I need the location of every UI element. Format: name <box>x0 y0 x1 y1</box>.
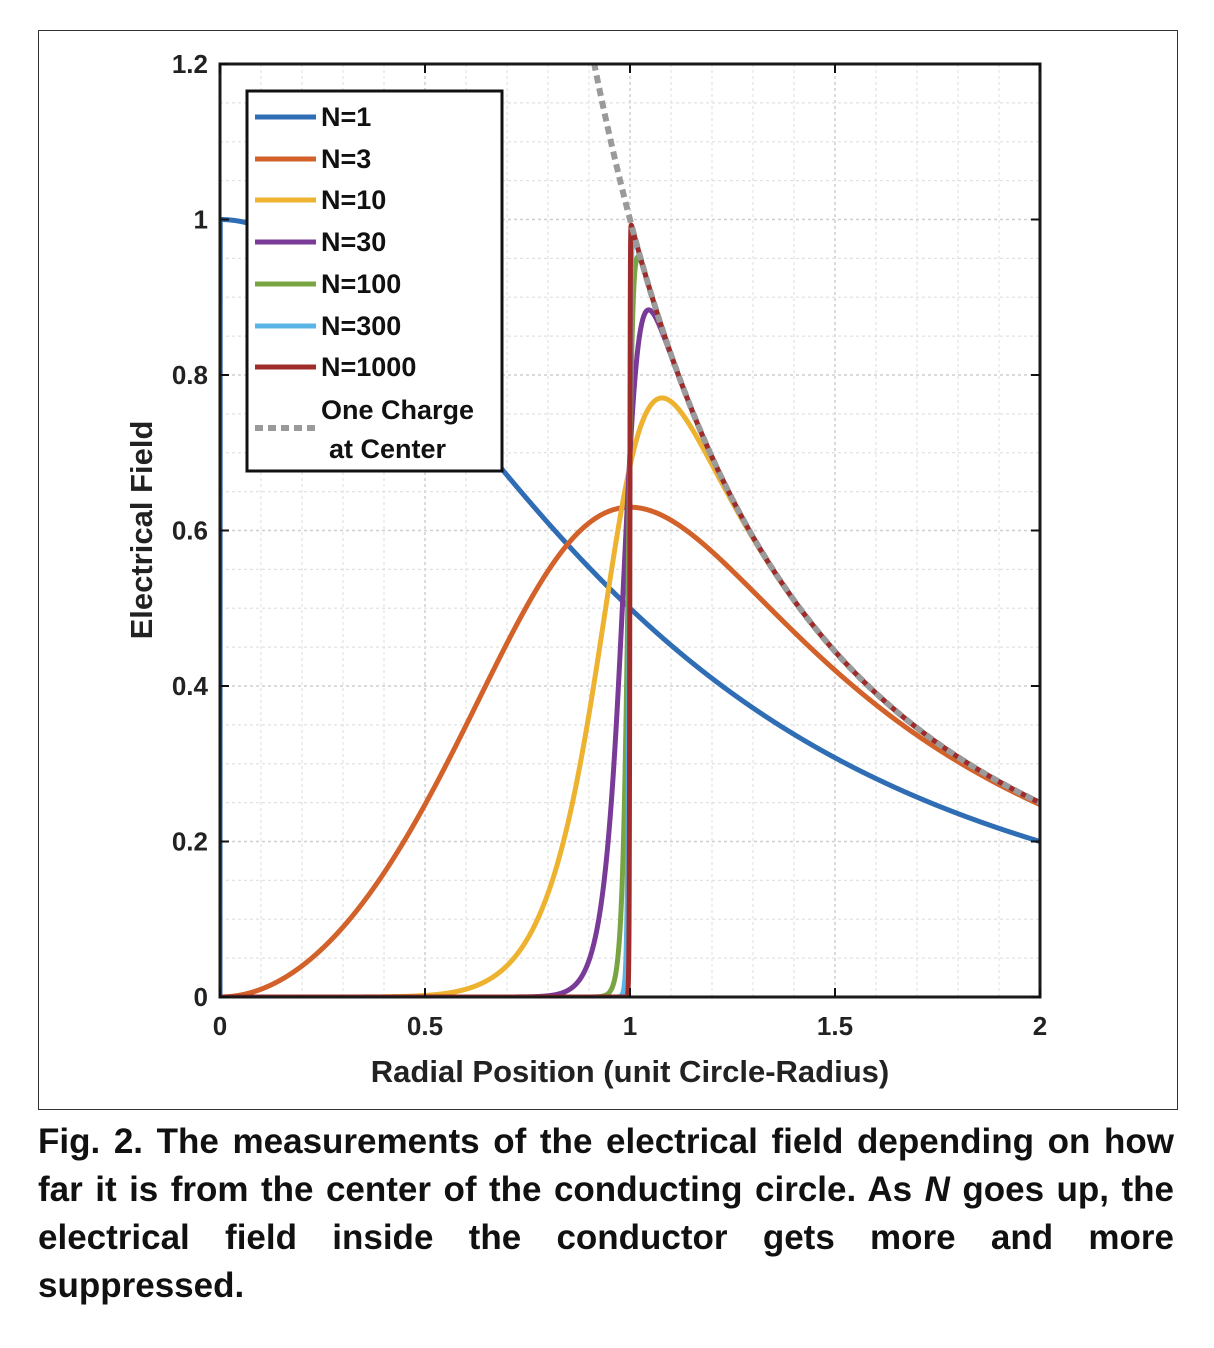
caption-text-start: Fig. 2. The measurements of the electric… <box>38 1122 1174 1209</box>
y-tick-label: 1 <box>194 205 208 235</box>
legend-label-at-center: at Center <box>329 434 447 464</box>
legend-box <box>245 89 504 473</box>
legend-label-one-charge: One Charge <box>321 395 474 425</box>
figure-caption: Fig. 2. The measurements of the electric… <box>38 1118 1174 1310</box>
tick-marks <box>219 63 1041 998</box>
x-tick-label: 2 <box>1033 1011 1047 1041</box>
y-tick-label: 0.8 <box>172 360 208 390</box>
legend-label-n-3: N=3 <box>321 144 371 174</box>
y-tick-label: 1.2 <box>172 49 208 79</box>
legend-label-n-1000: N=1000 <box>321 352 416 382</box>
legend-label-n-300: N=300 <box>321 311 401 341</box>
y-tick-label: 0.2 <box>172 827 208 857</box>
x-tick-label: 0.5 <box>407 1011 443 1041</box>
figure-frame <box>38 30 1178 1110</box>
series-line-n-1000 <box>220 222 1040 997</box>
x-tick-label: 1 <box>623 1011 637 1041</box>
line-chart: 0 0.5 1 1.5 2 0 0.2 0.4 0.6 0.8 1 1.2 Radial Positi… <box>124 49 1047 1089</box>
x-axis-label: Radial Position (unit Circle-Radius) <box>371 1054 889 1089</box>
y-tick-label: 0 <box>194 982 208 1012</box>
y-tick-label: 0.4 <box>172 671 209 701</box>
x-tick-label: 0 <box>213 1011 227 1041</box>
legend-label-n-30: N=30 <box>321 227 386 257</box>
caption-italic-n: N <box>924 1170 950 1209</box>
y-axis-label: Electrical Field <box>124 421 159 640</box>
legend: N=1 N=3 N=10 N=30 N=100 N=300 N=1000 One Charge… <box>245 89 504 473</box>
series-line-one-charge-at-center <box>591 64 1040 806</box>
x-tick-label: 1.5 <box>817 1011 853 1041</box>
caption-text-end: goes up, the electrical field inside the… <box>38 1170 1174 1305</box>
legend-label-n-10: N=10 <box>321 185 386 215</box>
legend-label-n-1: N=1 <box>321 102 371 132</box>
legend-label-n-100: N=100 <box>321 269 401 299</box>
tick-labels: 0 0.5 1 1.5 2 0 0.2 0.4 0.6 0.8 1 1.2 <box>172 49 1047 1041</box>
y-tick-label: 0.6 <box>172 516 208 546</box>
